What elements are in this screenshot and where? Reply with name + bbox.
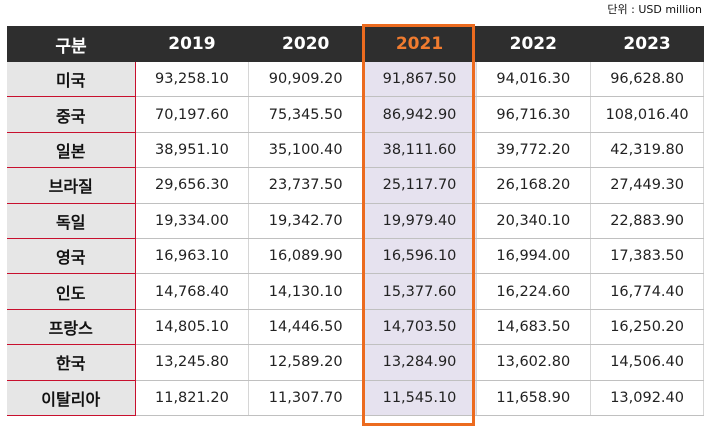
cell-value-2020: 90,909.20 [248, 62, 364, 98]
cell-value-2019: 11,821.20 [135, 380, 250, 416]
cell-value-2023: 13,092.40 [590, 380, 705, 416]
cell-value-2022: 16,224.60 [476, 273, 591, 310]
row-label: 이탈리아 [7, 380, 136, 416]
header-year-2020: 2020 [248, 26, 363, 62]
cell-value-2023: 96,628.80 [590, 62, 705, 98]
cell-value-2020: 19,342.70 [248, 203, 364, 239]
header-row: 구분 2019 2020 2021 2022 2023 [7, 26, 704, 62]
header-row-label: 구분 [7, 26, 135, 62]
header-year-2022: 2022 [476, 26, 591, 62]
cell-value-2022: 11,658.90 [476, 380, 591, 416]
cell-value-2023: 27,449.30 [590, 167, 705, 204]
table-row: 독일 19,334.00 19,342.70 19,979.40 20,340.10 22… [7, 203, 705, 239]
cell-value-2021: 86,942.90 [362, 96, 477, 133]
cell-value-2023: 14,506.40 [590, 344, 705, 381]
row-label: 프랑스 [7, 309, 136, 346]
cell-value-2019: 13,245.80 [135, 344, 250, 381]
row-label: 미국 [7, 62, 136, 98]
cell-value-2020: 14,130.10 [248, 273, 364, 310]
cell-value-2020: 11,307.70 [248, 380, 364, 416]
table-row: 이탈리아 11,821.20 11,307.70 11,545.10 11,658.90… [7, 380, 705, 416]
cell-value-2021: 13,284.90 [362, 344, 477, 381]
cell-value-2022: 20,340.10 [476, 203, 591, 239]
cell-value-2021: 16,596.10 [362, 238, 477, 275]
data-table: 구분 2019 2020 2021 2022 2023 미국 93,258.10 9… [7, 26, 705, 416]
table-row: 한국 13,245.80 12,589.20 13,284.90 13,602.80 14… [7, 344, 705, 381]
cell-value-2019: 16,963.10 [135, 238, 250, 275]
cell-value-2020: 35,100.40 [248, 132, 364, 169]
cell-value-2023: 16,774.40 [590, 273, 705, 310]
cell-value-2019: 19,334.00 [135, 203, 250, 239]
table-row: 인도 14,768.40 14,130.10 15,377.60 16,224.60 16… [7, 273, 705, 310]
cell-value-2019: 38,951.10 [135, 132, 250, 169]
row-label: 영국 [7, 238, 136, 275]
cell-value-2021: 38,111.60 [362, 132, 477, 169]
cell-value-2019: 14,805.10 [135, 309, 250, 346]
header-year-2023: 2023 [590, 26, 704, 62]
cell-value-2022: 39,772.20 [476, 132, 591, 169]
cell-value-2020: 75,345.50 [248, 96, 364, 133]
row-label: 인도 [7, 273, 136, 310]
header-year-2021: 2021 [362, 26, 477, 62]
cell-value-2020: 12,589.20 [248, 344, 364, 381]
cell-value-2021: 11,545.10 [362, 380, 477, 416]
cell-value-2019: 29,656.30 [135, 167, 250, 204]
cell-value-2019: 93,258.10 [135, 62, 250, 98]
row-label: 중국 [7, 96, 136, 133]
cell-value-2021: 25,117.70 [362, 167, 477, 204]
cell-value-2020: 23,737.50 [248, 167, 364, 204]
row-label: 독일 [7, 203, 136, 239]
cell-value-2021: 91,867.50 [362, 62, 477, 98]
row-label: 한국 [7, 344, 136, 381]
cell-value-2022: 26,168.20 [476, 167, 591, 204]
row-label: 브라질 [7, 167, 136, 204]
cell-value-2019: 70,197.60 [135, 96, 250, 133]
cell-value-2023: 16,250.20 [590, 309, 705, 346]
cell-value-2021: 14,703.50 [362, 309, 477, 346]
cell-value-2020: 16,089.90 [248, 238, 364, 275]
table-row: 미국 93,258.10 90,909.20 91,867.50 94,016.30 96… [7, 62, 705, 98]
unit-label: 단위 : USD million [607, 3, 702, 16]
cell-value-2022: 94,016.30 [476, 62, 591, 98]
cell-value-2020: 14,446.50 [248, 309, 364, 346]
cell-value-2023: 17,383.50 [590, 238, 705, 275]
cell-value-2023: 42,319.80 [590, 132, 705, 169]
cell-value-2022: 96,716.30 [476, 96, 591, 133]
cell-value-2023: 22,883.90 [590, 203, 705, 239]
header-year-2019: 2019 [135, 26, 249, 62]
cell-value-2022: 13,602.80 [476, 344, 591, 381]
cell-value-2022: 14,683.50 [476, 309, 591, 346]
cell-value-2019: 14,768.40 [135, 273, 250, 310]
cell-value-2022: 16,994.00 [476, 238, 591, 275]
table-row: 영국 16,963.10 16,089.90 16,596.10 16,994.00 17… [7, 238, 705, 275]
cell-value-2021: 19,979.40 [362, 203, 477, 239]
row-label: 일본 [7, 132, 136, 169]
table-row: 브라질 29,656.30 23,737.50 25,117.70 26,168.20 2… [7, 167, 705, 204]
table-row: 중국 70,197.60 75,345.50 86,942.90 96,716.30 10… [7, 96, 705, 133]
table-row: 일본 38,951.10 35,100.40 38,111.60 39,772.20 42… [7, 132, 705, 169]
table-row: 프랑스 14,805.10 14,446.50 14,703.50 14,683.50 1… [7, 309, 705, 346]
cell-value-2021: 15,377.60 [362, 273, 477, 310]
cell-value-2023: 108,016.40 [590, 96, 705, 133]
